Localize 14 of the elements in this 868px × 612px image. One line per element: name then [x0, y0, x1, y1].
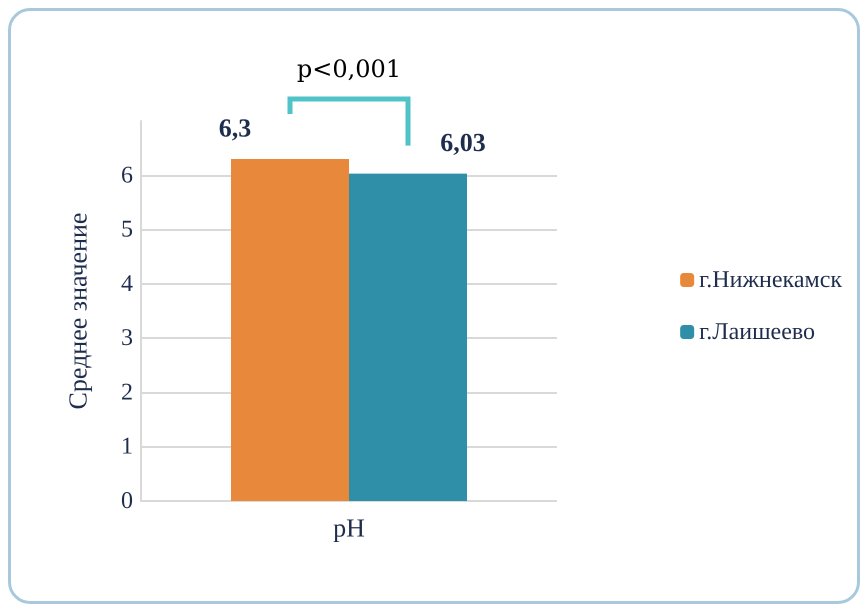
y-tick-label: 2: [121, 379, 133, 406]
data-label: 6,03: [440, 128, 486, 158]
legend-label: г.Лаишеево: [699, 319, 816, 345]
y-tick-label: 4: [121, 270, 133, 297]
text: p<0,001: [296, 55, 402, 83]
y-axis-title: Среднее значение: [64, 212, 92, 410]
y-tick-label: 3: [121, 325, 133, 352]
x-tick-label: pH: [333, 514, 366, 542]
y-tick-label: 5: [121, 216, 133, 243]
data-label: 6,3: [218, 114, 252, 142]
legend-label: г.Нижнекамск: [699, 267, 842, 293]
y-tick-label: 6: [121, 162, 133, 188]
y-tick-label: 0: [121, 488, 133, 514]
y-tick-label: 1: [121, 434, 133, 460]
